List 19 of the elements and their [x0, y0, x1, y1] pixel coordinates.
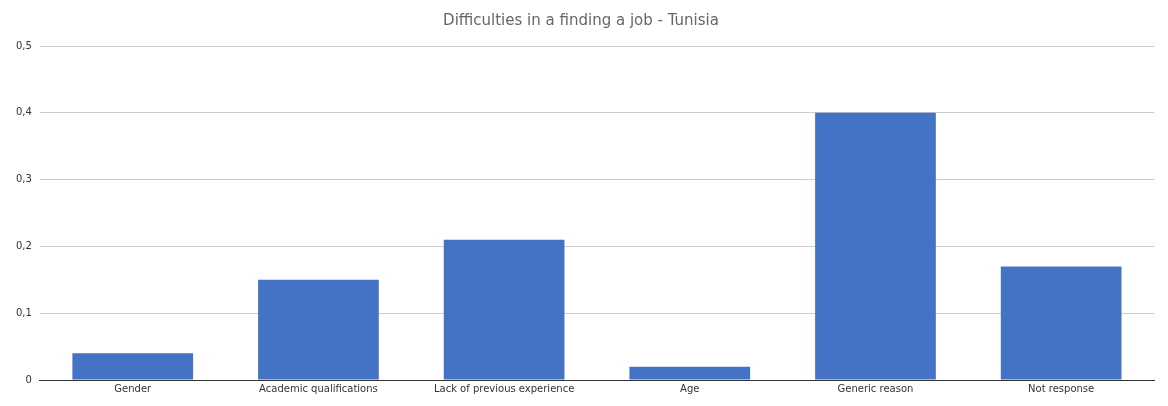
y-tick-label: 0,2	[16, 239, 32, 251]
bar	[72, 353, 194, 380]
y-tick-label: 0,3	[16, 173, 32, 185]
y-tick-label: 0,1	[16, 306, 32, 318]
y-tick-label: 0,4	[16, 106, 32, 118]
bar	[1000, 266, 1122, 380]
x-tick-label: Academic qualifications	[259, 382, 378, 394]
chart-title: Difficulties in a finding a job - Tunisia	[443, 10, 719, 29]
bar	[629, 366, 751, 380]
bar	[443, 239, 565, 380]
x-tick-label: Gender	[114, 382, 153, 394]
y-tick-label: 0,5	[16, 39, 32, 51]
x-tick-label: Generic reason	[837, 382, 914, 394]
bar	[258, 279, 379, 380]
bar	[815, 112, 936, 380]
y-tick-label: 0	[25, 373, 32, 385]
x-tick-label: Lack of previous experience	[433, 382, 575, 394]
x-tick-label: Age	[680, 382, 700, 394]
x-tick-label: Not response	[1028, 382, 1095, 394]
